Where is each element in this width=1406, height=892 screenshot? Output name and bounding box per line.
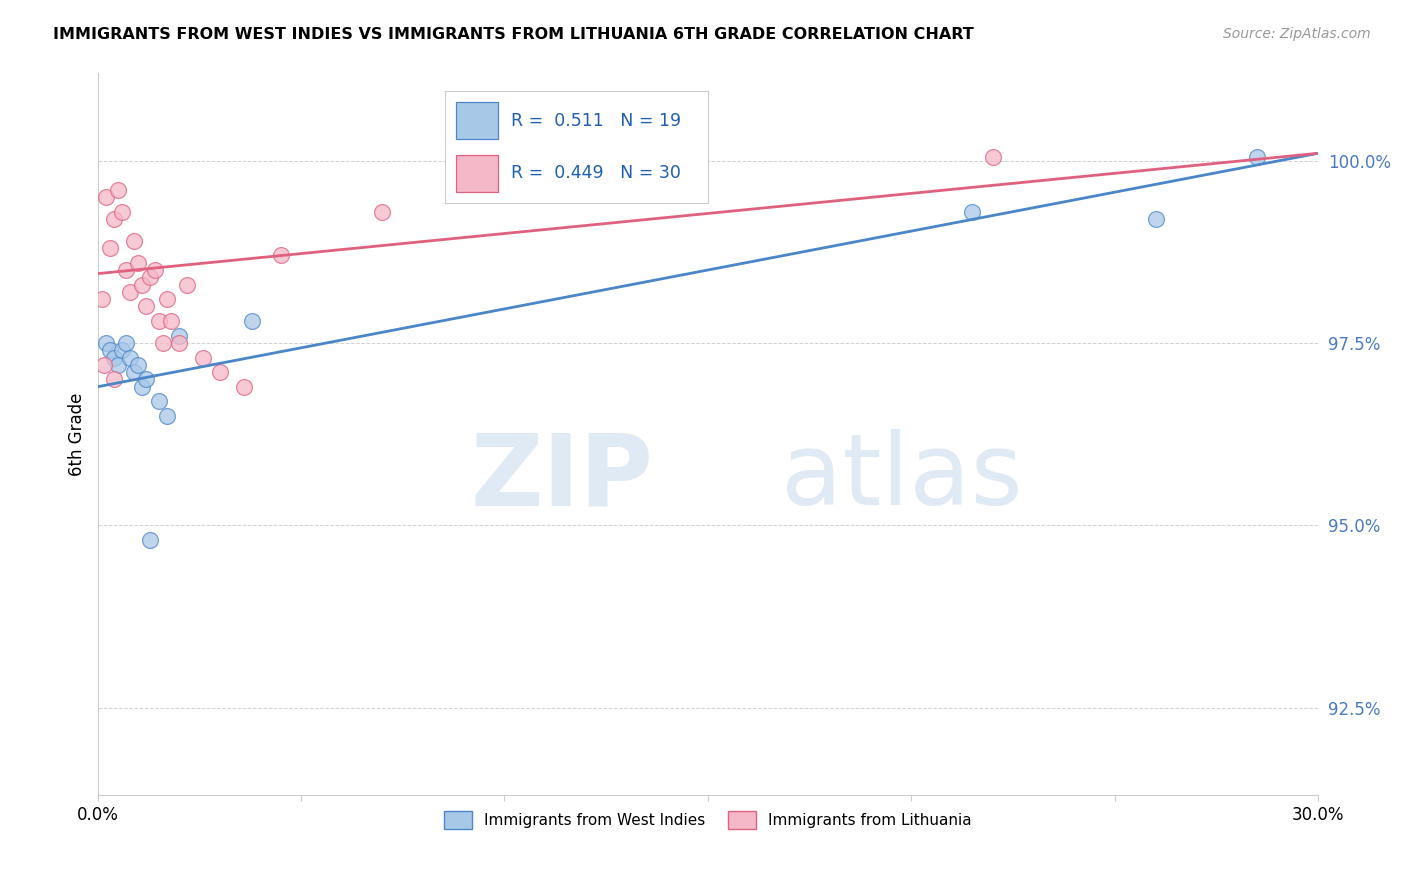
Text: atlas: atlas	[782, 429, 1022, 526]
Point	[139, 270, 162, 285]
Point	[107, 358, 129, 372]
Point	[127, 256, 149, 270]
Point	[240, 314, 263, 328]
Text: IMMIGRANTS FROM WEST INDIES VS IMMIGRANTS FROM LITHUANIA 6TH GRADE CORRELATION C: IMMIGRANTS FROM WEST INDIES VS IMMIGRANT…	[53, 27, 974, 42]
Point	[156, 409, 179, 423]
Point	[143, 263, 166, 277]
Point	[93, 358, 115, 372]
Point	[115, 335, 138, 350]
Point	[371, 204, 394, 219]
Point	[139, 533, 162, 547]
Point	[103, 372, 125, 386]
Point	[208, 365, 231, 379]
Point	[98, 241, 121, 255]
Point	[115, 263, 138, 277]
Point	[120, 351, 142, 365]
Point	[98, 343, 121, 358]
Point	[94, 190, 117, 204]
Point	[122, 365, 145, 379]
Legend: Immigrants from West Indies, Immigrants from Lithuania: Immigrants from West Indies, Immigrants …	[439, 805, 977, 835]
Point	[103, 351, 125, 365]
Point	[962, 204, 984, 219]
Y-axis label: 6th Grade: 6th Grade	[69, 392, 86, 475]
Point	[120, 285, 142, 299]
Point	[135, 300, 157, 314]
Point	[127, 358, 149, 372]
Point	[167, 328, 190, 343]
Point	[111, 204, 134, 219]
Point	[1144, 211, 1167, 226]
Point	[148, 394, 170, 409]
Point	[159, 314, 181, 328]
Point	[122, 234, 145, 248]
Point	[176, 277, 198, 292]
Point	[90, 292, 112, 306]
Point	[107, 183, 129, 197]
Point	[156, 292, 179, 306]
Point	[270, 248, 292, 262]
Point	[981, 150, 1004, 164]
Point	[131, 277, 153, 292]
Point	[135, 372, 157, 386]
Text: Source: ZipAtlas.com: Source: ZipAtlas.com	[1223, 27, 1371, 41]
Point	[167, 335, 190, 350]
Point	[152, 335, 174, 350]
Point	[94, 335, 117, 350]
Text: ZIP: ZIP	[470, 429, 652, 526]
Point	[233, 380, 256, 394]
Point	[111, 343, 134, 358]
Point	[131, 380, 153, 394]
Point	[193, 351, 215, 365]
Point	[103, 211, 125, 226]
Point	[148, 314, 170, 328]
Point	[1246, 150, 1268, 164]
